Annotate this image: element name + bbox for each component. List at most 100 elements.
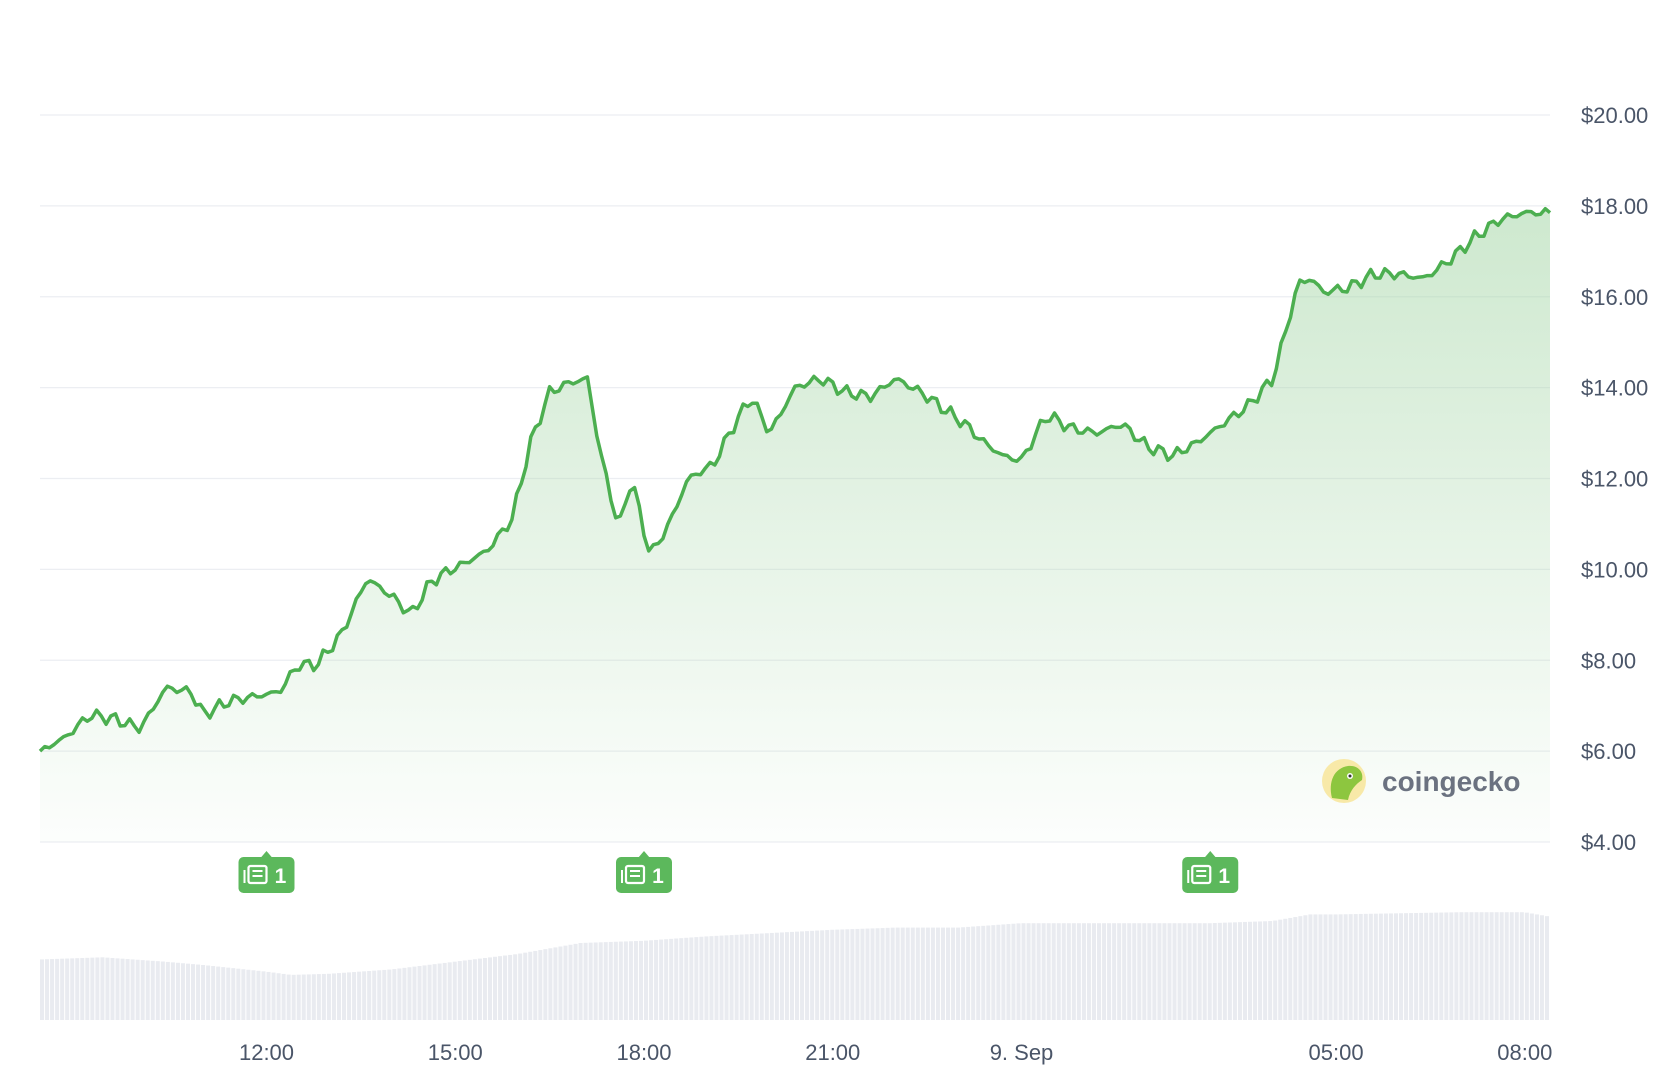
volume-bar	[633, 941, 638, 1020]
volume-bar	[331, 973, 336, 1020]
volume-bar	[276, 973, 281, 1020]
y-tick-label: $14.00	[1581, 376, 1648, 401]
volume-bar	[1081, 923, 1086, 1020]
volume-bar	[402, 967, 407, 1020]
volume-bar	[1263, 921, 1268, 1020]
volume-bar	[1529, 913, 1534, 1020]
volume-bar	[1107, 923, 1112, 1020]
volume-bar	[1031, 923, 1036, 1020]
volume-bar	[125, 959, 130, 1020]
volume-bar	[503, 955, 508, 1020]
volume-bar	[1061, 923, 1066, 1020]
volume-bar	[865, 928, 870, 1020]
volume-bar	[1222, 922, 1227, 1020]
volume-bar	[1066, 923, 1071, 1020]
volume-bar	[638, 940, 643, 1020]
volume-bar	[1539, 915, 1544, 1020]
volume-bar	[1187, 923, 1192, 1020]
volume-bar	[981, 925, 986, 1020]
volume-bar	[654, 939, 659, 1020]
volume-bar	[1409, 913, 1414, 1020]
volume-bar	[623, 941, 628, 1020]
volume-bar	[729, 935, 734, 1020]
volume-bar	[1177, 923, 1182, 1020]
volume-bar	[850, 929, 855, 1020]
volume-bar	[925, 927, 930, 1020]
volume-bar	[105, 957, 110, 1020]
gecko-logo-head	[1330, 765, 1363, 800]
volume-bar	[578, 943, 583, 1020]
volume-bar	[206, 965, 211, 1020]
news-marker[interactable]: 1	[238, 851, 295, 893]
volume-bar	[1091, 923, 1096, 1020]
volume-bar	[301, 974, 306, 1020]
volume-bar	[1112, 923, 1117, 1020]
volume-bar	[523, 952, 528, 1020]
volume-bar	[115, 958, 120, 1020]
volume-bar	[1227, 922, 1232, 1020]
volume-bar	[1459, 912, 1464, 1020]
volume-bar	[805, 931, 810, 1020]
volume-bar	[810, 930, 815, 1020]
volume-bar	[40, 959, 45, 1020]
volume-bar	[1268, 921, 1273, 1020]
y-tick-label: $4.00	[1581, 830, 1636, 855]
volume-bar	[493, 956, 498, 1020]
volume-bar	[447, 962, 452, 1020]
news-marker-pointer	[1204, 851, 1217, 858]
volume-bar	[603, 942, 608, 1020]
y-tick-label: $18.00	[1581, 194, 1648, 219]
volume-bar	[185, 963, 190, 1020]
volume-bar	[1278, 919, 1283, 1020]
volume-bar	[1273, 920, 1278, 1020]
volume-bar	[1499, 912, 1504, 1020]
volume-bar	[422, 965, 427, 1020]
volume-bar	[1258, 921, 1263, 1020]
volume-bar	[1011, 923, 1016, 1020]
volume-bar	[1102, 923, 1107, 1020]
volume-bar	[744, 934, 749, 1020]
volume-bar	[508, 954, 513, 1020]
volume-bar	[477, 958, 482, 1020]
volume-bar	[553, 947, 558, 1020]
x-tick-label: 21:00	[805, 1040, 860, 1065]
volume-bar	[951, 927, 956, 1020]
volume-bar	[613, 941, 618, 1020]
volume-bar	[1504, 912, 1509, 1020]
volume-bar	[518, 953, 523, 1020]
volume-bar	[467, 959, 472, 1020]
news-marker[interactable]: 1	[1182, 851, 1239, 893]
volume-bar	[593, 942, 598, 1020]
volume-bar	[175, 962, 180, 1020]
volume-bar	[271, 972, 276, 1020]
volume-bar	[724, 935, 729, 1020]
volume-bar	[472, 959, 477, 1020]
news-count: 1	[275, 865, 287, 888]
volume-bar	[739, 934, 744, 1020]
brand-name: coingecko	[1382, 766, 1520, 797]
volume-bar	[774, 932, 779, 1020]
volume-bar	[779, 932, 784, 1020]
volume-bar	[905, 927, 910, 1020]
volume-bar	[895, 927, 900, 1020]
volume-bar	[845, 929, 850, 1020]
volume-bar	[513, 954, 518, 1020]
news-marker[interactable]: 1	[616, 851, 672, 893]
volume-bar	[835, 929, 840, 1020]
volume-bar	[412, 966, 417, 1020]
volume-bar	[236, 968, 241, 1020]
volume-bar	[548, 948, 553, 1020]
volume-bar	[1318, 914, 1323, 1020]
volume-bar	[120, 958, 125, 1020]
volume-bar	[1021, 923, 1026, 1020]
volume-bar	[45, 959, 50, 1020]
volume-bar	[1046, 923, 1051, 1020]
volume-bar	[1232, 922, 1237, 1020]
volume-bar	[1353, 914, 1358, 1020]
volume-bar	[558, 946, 563, 1020]
volume-bar	[1449, 912, 1454, 1020]
volume-bar	[387, 969, 392, 1020]
volume-bar	[1001, 924, 1006, 1020]
volume-bar	[966, 926, 971, 1020]
volume-bar	[1076, 923, 1081, 1020]
